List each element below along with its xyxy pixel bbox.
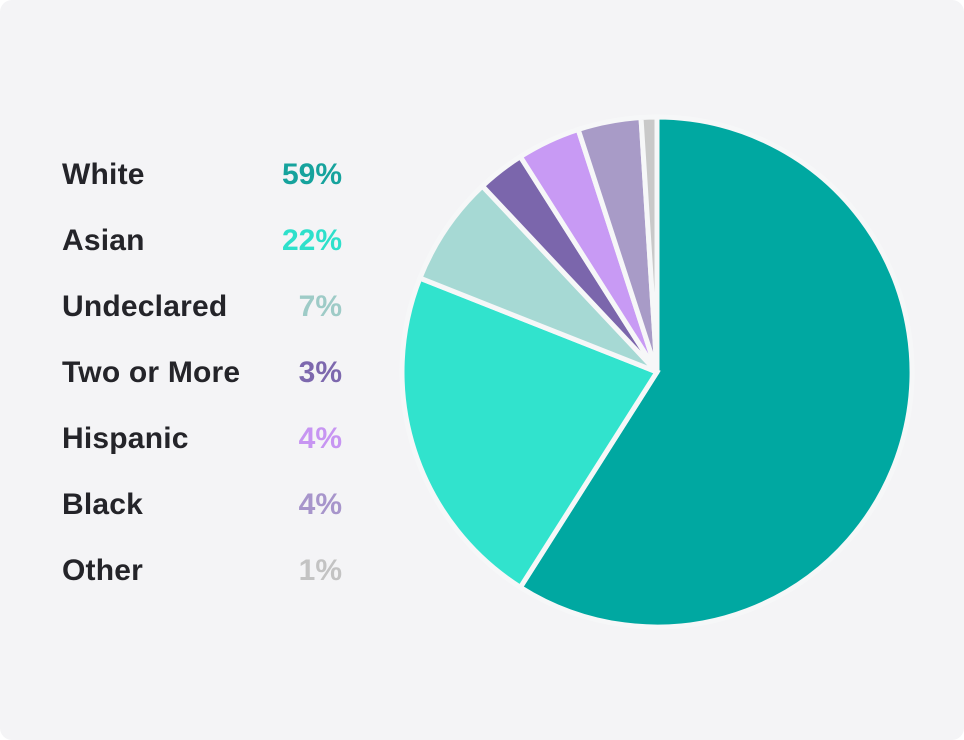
pie-slice-white bbox=[516, 114, 915, 630]
legend-item: Two or More 3% bbox=[62, 340, 342, 406]
legend-item: Other 1% bbox=[62, 538, 342, 604]
legend-item: Undeclared 7% bbox=[62, 274, 342, 340]
pie-slice-asian bbox=[399, 274, 661, 591]
legend-item: Asian 22% bbox=[62, 208, 342, 274]
legend-value: 4% bbox=[298, 422, 342, 455]
legend-item: Hispanic 4% bbox=[62, 406, 342, 472]
legend-value: 4% bbox=[298, 488, 342, 521]
legend-value: 22% bbox=[281, 224, 342, 257]
legend-label: Two or More bbox=[62, 356, 241, 389]
legend-item: Black 4% bbox=[62, 472, 342, 538]
legend-label: Hispanic bbox=[62, 422, 189, 455]
legend-value: 7% bbox=[298, 290, 342, 323]
legend-label: Black bbox=[62, 488, 144, 521]
legend-label: Asian bbox=[62, 224, 145, 257]
legend-label: Other bbox=[62, 554, 144, 587]
pie-slice-other bbox=[638, 114, 660, 373]
legend-value: 59% bbox=[281, 158, 342, 191]
legend: White 59% Asian 22% Undeclared 7% Two or More 3… bbox=[62, 142, 342, 604]
legend-label: White bbox=[62, 158, 145, 191]
legend-item: White 59% bbox=[62, 142, 342, 208]
legend-label: Undeclared bbox=[62, 290, 228, 323]
legend-value: 3% bbox=[298, 356, 342, 389]
legend-value: 1% bbox=[298, 554, 342, 587]
